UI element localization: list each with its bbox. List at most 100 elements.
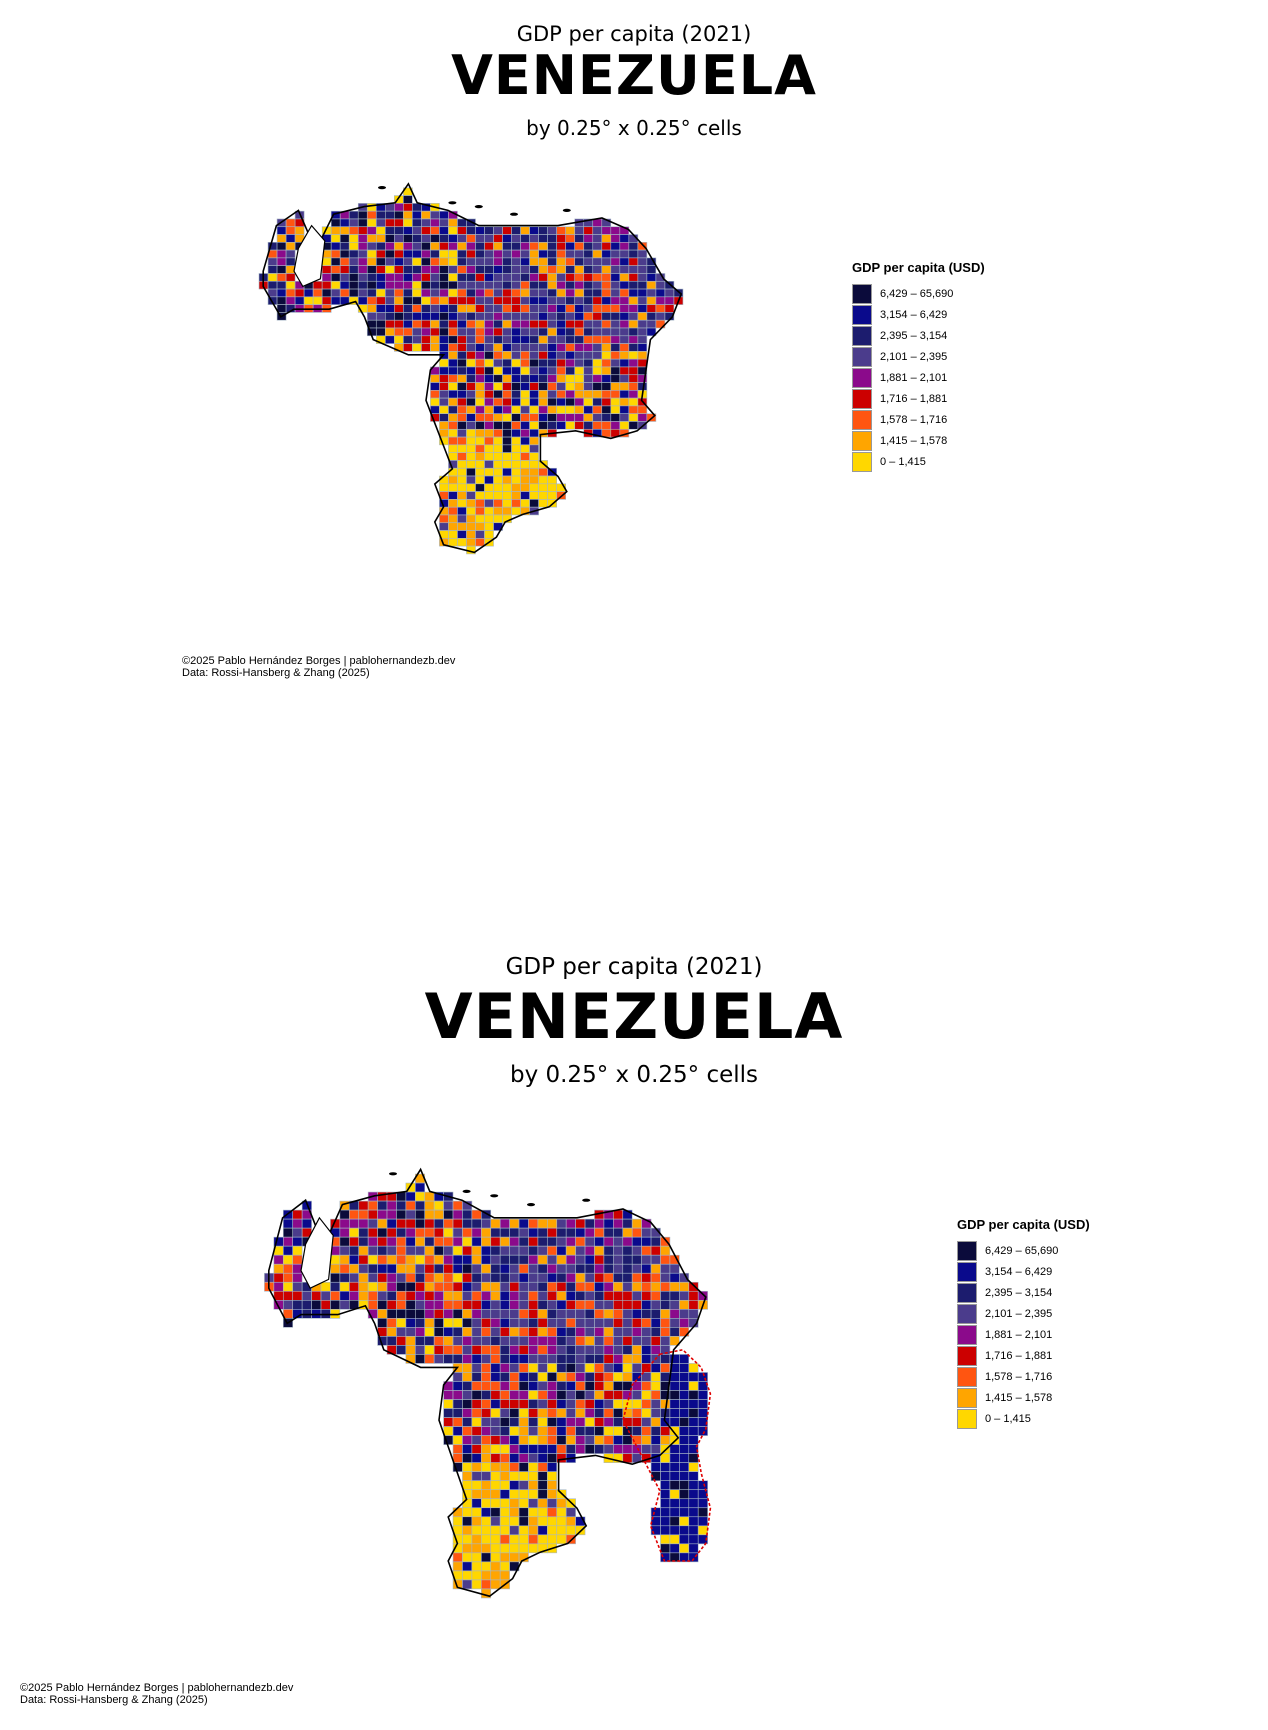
grid-cell [493, 475, 503, 485]
legend-swatch [957, 1282, 977, 1303]
grid-cell [610, 351, 621, 360]
grid-cell [471, 1408, 482, 1418]
grid-cell [547, 1290, 558, 1301]
grid-cell [415, 1227, 426, 1238]
grid-cell [556, 382, 566, 391]
grid-cell [518, 1408, 529, 1418]
grid-cell [631, 1381, 642, 1391]
grid-cell [475, 273, 485, 282]
grid-cell [457, 428, 467, 438]
grid-cell [547, 1471, 558, 1481]
grid-cell [583, 226, 594, 235]
grid-cell [415, 1209, 426, 1220]
grid-cell [385, 304, 395, 313]
grid-cell [547, 1516, 558, 1527]
grid-cell [660, 1516, 671, 1527]
grid-cell [475, 530, 485, 539]
grid-cell [574, 382, 585, 391]
grid-cell [311, 1290, 322, 1301]
grid-cell [537, 1444, 548, 1454]
grid-cell [386, 1336, 397, 1346]
grid-cell [610, 304, 621, 313]
grid-cell [448, 530, 458, 539]
grid-cell [377, 1254, 388, 1265]
grid-cell [669, 1408, 680, 1418]
grid-cell [405, 1200, 416, 1211]
grid-cell [628, 273, 639, 282]
grid-cell [641, 1318, 652, 1328]
grid-cell [518, 1480, 529, 1491]
grid-cell [457, 234, 467, 243]
grid-cell [655, 312, 666, 321]
grid-cell [403, 273, 413, 282]
grid-cell [575, 1272, 586, 1283]
grid-cell [511, 390, 521, 399]
grid-cell [462, 1336, 473, 1346]
grid-cell [518, 1489, 529, 1500]
grid-cell [502, 312, 512, 321]
grid-cell [679, 1498, 690, 1509]
grid-cell [320, 1300, 331, 1310]
grid-cell [348, 273, 359, 282]
grid-cell [594, 1327, 605, 1337]
grid-cell [537, 1300, 548, 1310]
grid-cell [538, 296, 548, 305]
grid-cell [619, 413, 630, 422]
grid-cell [547, 288, 557, 298]
grid-cell [433, 1336, 444, 1346]
grid-cell [509, 1327, 520, 1337]
grid-cell [475, 343, 485, 352]
grid-cell [394, 242, 404, 251]
grid-cell [499, 1426, 510, 1436]
grid-cell [613, 1417, 624, 1427]
grid-cell [439, 366, 449, 376]
grid-cell [484, 483, 494, 492]
grid-cell [650, 1309, 661, 1319]
legend-swatch [957, 1261, 977, 1282]
grid-cell [490, 1245, 501, 1256]
grid-cell [303, 296, 314, 305]
grid-cell [386, 1227, 397, 1238]
grid-cell [511, 319, 521, 329]
grid-cell [697, 1399, 708, 1409]
grid-cell [466, 467, 476, 477]
legend-swatch [852, 409, 872, 430]
legend-swatch [957, 1366, 977, 1387]
grid-cell [520, 273, 530, 282]
grid-cell [556, 405, 566, 415]
grid-cell [594, 1372, 605, 1382]
grid-cell [439, 327, 449, 337]
grid-cell [377, 1218, 388, 1229]
grid-cell [583, 280, 594, 290]
grid-cell [528, 1227, 539, 1238]
grid-cell [443, 1236, 454, 1247]
grid-cell [547, 1354, 558, 1364]
grid-cell [481, 1516, 492, 1527]
grid-cell [660, 1281, 671, 1292]
grid-cell [660, 1399, 671, 1409]
grid-cell [348, 226, 359, 235]
grid-cell [631, 1345, 642, 1355]
grid-cell [575, 1327, 586, 1337]
grid-cell [377, 1200, 388, 1211]
grid-cell [452, 1254, 463, 1265]
grid-cell [518, 1381, 529, 1391]
grid-cell [462, 1372, 473, 1382]
grid-cell [622, 1281, 633, 1292]
grid-cell [502, 280, 512, 290]
grid-cell [669, 1480, 680, 1491]
grid-cell [610, 374, 621, 383]
grid-cell [358, 1200, 369, 1211]
grid-cell [481, 1525, 492, 1536]
grid-cell [601, 265, 612, 274]
grid-cell [457, 296, 467, 305]
grid-cell [565, 319, 576, 329]
grid-cell [613, 1254, 624, 1265]
grid-cell [575, 1390, 586, 1400]
grid-cell [481, 1561, 492, 1572]
grid-cell [565, 1218, 576, 1229]
grid-cell [481, 1444, 492, 1454]
legend-item: 2,101 – 2,395 [957, 1303, 1090, 1324]
grid-cell [484, 436, 494, 446]
grid-cell [448, 273, 458, 282]
